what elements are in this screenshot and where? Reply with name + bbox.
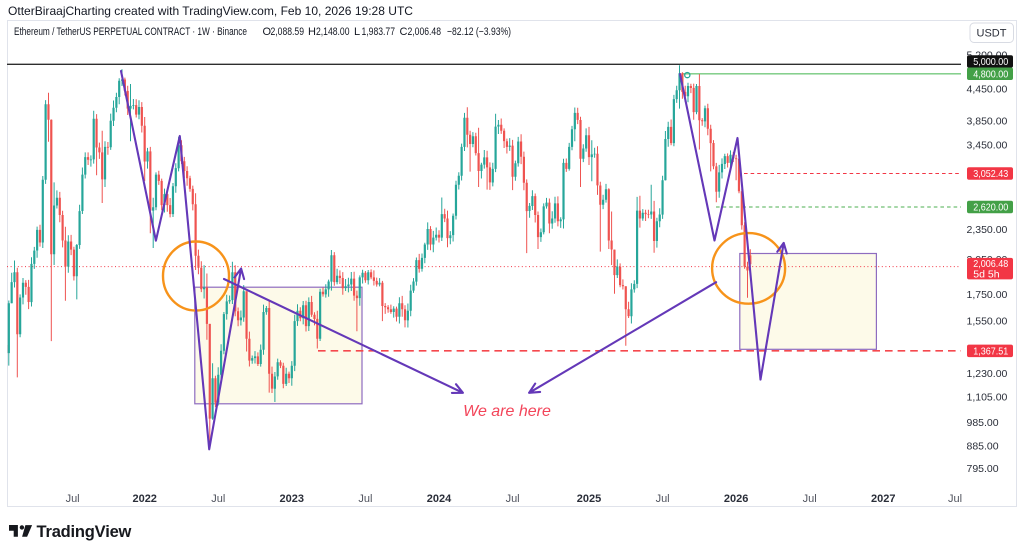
svg-text:Jul: Jul [948,493,962,505]
svg-text:4,450.00: 4,450.00 [967,84,1008,96]
svg-text:985.00: 985.00 [967,417,999,429]
svg-text:885.00: 885.00 [967,441,999,453]
svg-text:OtterBiraajCharting created wi: OtterBiraajCharting created with Trading… [8,4,413,18]
svg-text:1,750.00: 1,750.00 [967,289,1008,301]
svg-text:Jul: Jul [803,493,817,505]
svg-text:2026: 2026 [724,493,748,505]
svg-text:Ethereum / TetherUS PERPETUAL: Ethereum / TetherUS PERPETUAL CONTRACT ·… [14,26,247,38]
svg-text:USDT: USDT [977,28,1007,40]
svg-text:2,620.00: 2,620.00 [973,202,1008,214]
svg-text:2024: 2024 [427,493,452,505]
svg-text:Jul: Jul [656,493,670,505]
svg-text:3,052.43: 3,052.43 [973,168,1008,180]
svg-text:3,850.00: 3,850.00 [967,115,1008,127]
svg-text:1,230.00: 1,230.00 [967,368,1008,380]
svg-text:4,800.00: 4,800.00 [973,68,1008,80]
svg-text:2025: 2025 [577,493,601,505]
svg-text:TradingView: TradingView [37,523,132,541]
svg-text:1,367.51: 1,367.51 [973,345,1008,357]
svg-text:Jul: Jul [506,493,520,505]
svg-text:2,088.59: 2,088.59 [271,26,305,38]
svg-text:2,006.48: 2,006.48 [973,258,1008,270]
svg-text:2027: 2027 [871,493,895,505]
svg-text:O: O [263,26,272,38]
svg-text:We are here: We are here [463,403,551,420]
svg-text:2,350.00: 2,350.00 [967,224,1008,236]
svg-text:2,006.48: 2,006.48 [408,26,442,38]
svg-text:−82.12 (−3.93%): −82.12 (−3.93%) [447,26,511,38]
svg-text:2022: 2022 [132,493,156,505]
svg-text:H: H [308,26,316,38]
svg-text:795.00: 795.00 [967,463,999,475]
svg-text:2,148.00: 2,148.00 [316,26,350,38]
svg-text:1,105.00: 1,105.00 [967,392,1008,404]
svg-text:Jul: Jul [66,493,80,505]
svg-text:Jul: Jul [211,493,225,505]
svg-text:3,450.00: 3,450.00 [967,140,1008,152]
svg-text:Jul: Jul [358,493,372,505]
svg-text:5,000.00: 5,000.00 [973,56,1008,68]
svg-text:1,550.00: 1,550.00 [967,316,1008,328]
svg-text:2023: 2023 [280,493,304,505]
svg-text:L: L [354,26,360,38]
svg-text:1,983.77: 1,983.77 [362,26,396,38]
svg-text:5d 5h: 5d 5h [973,268,999,280]
svg-text:C: C [400,26,408,38]
